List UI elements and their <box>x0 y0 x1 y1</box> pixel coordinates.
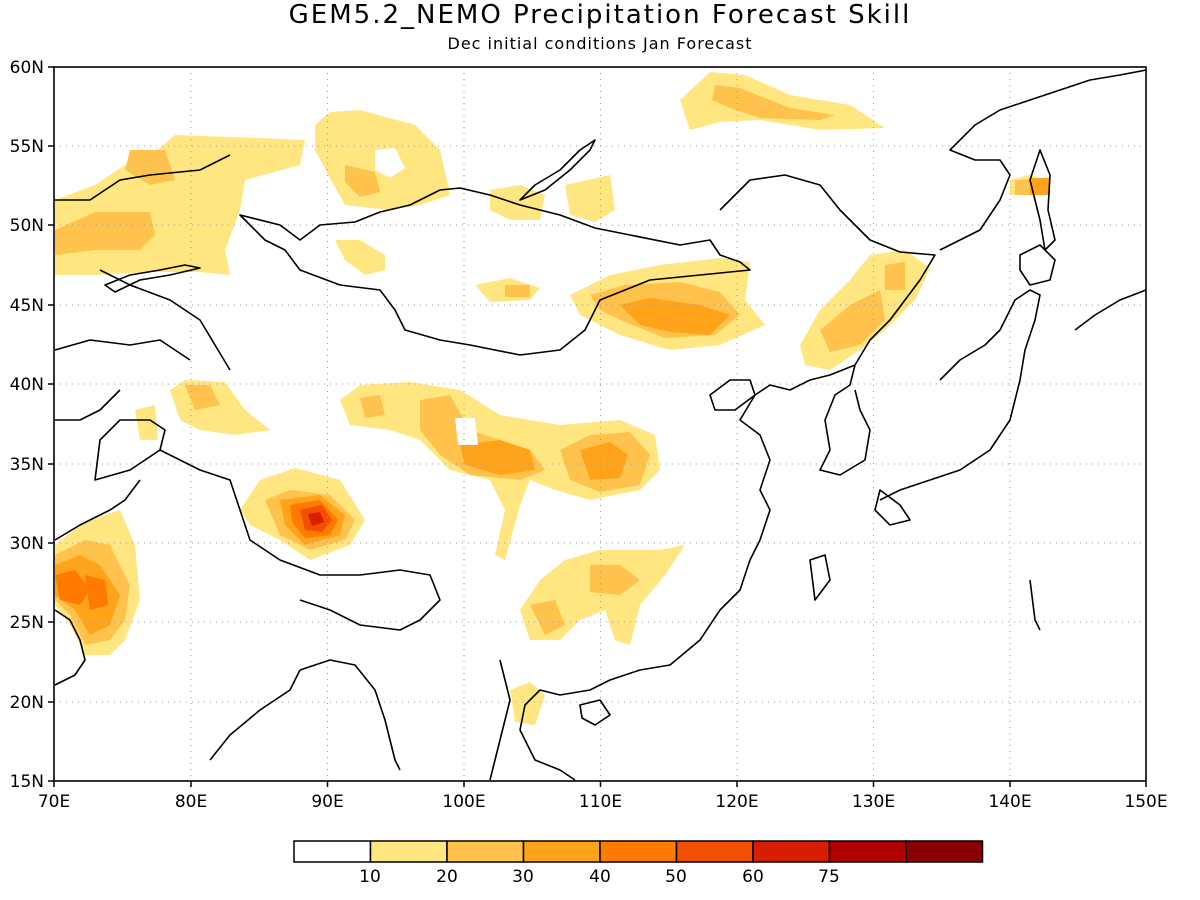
x-tick-label: 120E <box>715 792 758 812</box>
colorbar-box <box>675 840 754 863</box>
x-tick-label: 110E <box>579 792 622 812</box>
colorbar-box <box>599 840 678 863</box>
x-tick-label: 140E <box>988 792 1031 812</box>
colorbar-box <box>828 840 907 863</box>
skill-shading <box>55 72 1050 725</box>
y-tick-label: 20N <box>10 693 44 713</box>
x-tick-label: 130E <box>852 792 895 812</box>
colorbar <box>293 840 984 863</box>
colorbar-box <box>293 840 372 863</box>
y-tick-label: 55N <box>10 137 44 157</box>
y-tick-label: 50N <box>10 216 44 236</box>
x-tick-label: 100E <box>442 792 485 812</box>
x-tick-label: 80E <box>175 792 207 812</box>
y-tick-label: 35N <box>10 455 44 475</box>
x-tick-label: 150E <box>1124 792 1167 812</box>
colorbar-label: 40 <box>589 867 611 887</box>
x-tick-label: 90E <box>311 792 343 812</box>
axis-ticks <box>48 66 1147 787</box>
colorbar-label: 10 <box>359 867 381 887</box>
colorbar-box <box>522 840 601 863</box>
y-tick-label: 30N <box>10 534 44 554</box>
y-tick-label: 40N <box>10 375 44 395</box>
colorbar-label: 50 <box>665 867 687 887</box>
grid-lines <box>54 67 1146 781</box>
x-tick-label: 70E <box>38 792 70 812</box>
colorbar-label: 60 <box>742 867 764 887</box>
chart-title: GEM5.2_NEMO Precipitation Forecast Skill <box>288 0 912 30</box>
coastlines-and-borders <box>54 69 1147 781</box>
colorbar-box <box>905 840 984 863</box>
chart-subtitle: Dec initial conditions Jan Forecast <box>447 34 753 53</box>
colorbar-label: 20 <box>436 867 458 887</box>
colorbar-box <box>752 840 831 863</box>
colorbar-label: 30 <box>512 867 534 887</box>
colorbar-label: 75 <box>818 867 840 887</box>
y-tick-label: 45N <box>10 296 44 316</box>
y-tick-label: 60N <box>10 58 44 78</box>
y-tick-label: 15N <box>10 772 44 792</box>
colorbar-box <box>369 840 448 863</box>
colorbar-box <box>446 840 525 863</box>
y-tick-label: 25N <box>10 613 44 633</box>
